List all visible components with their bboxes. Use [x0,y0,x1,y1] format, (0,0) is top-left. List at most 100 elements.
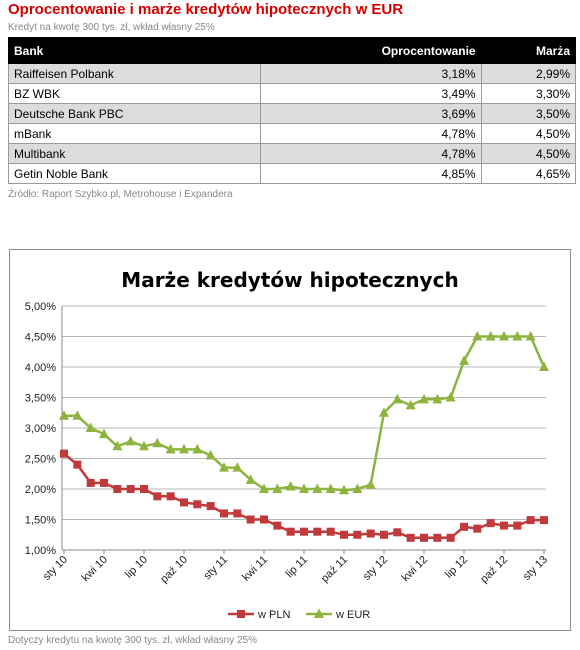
data-point-w-eur [485,331,496,341]
bank-cell: Getin Noble Bank [7,163,262,184]
data-point-w-pln [340,530,348,539]
margin-cell: 2,99% [480,63,577,84]
table-header-row: Bank Oprocentowanie Marża [7,37,577,64]
legend-marker [237,610,245,618]
interest-cell: 3,69% [260,103,482,124]
data-point-w-eur [192,443,203,454]
data-point-w-pln [86,478,95,487]
data-point-w-eur [432,393,443,404]
data-point-w-eur [125,435,136,446]
data-point-w-pln [526,516,535,525]
data-point-w-eur [405,399,416,410]
y-tick-label: 5,00% [25,301,56,313]
interest-cell: 4,85% [260,163,482,184]
data-point-w-eur [219,462,229,472]
data-point-w-eur [245,474,256,484]
data-point-w-eur [539,361,549,371]
series-line-w-pln [63,452,544,540]
data-point-w-eur [472,331,483,341]
y-tick-label: 1,50% [25,515,56,527]
data-point-w-pln [193,500,202,509]
legend-label: w EUR [335,609,370,621]
data-point-w-pln [420,533,428,542]
data-point-w-eur [352,483,363,493]
y-tick-label: 2,00% [25,484,56,496]
column-header-interest: Oprocentowanie [260,37,482,64]
data-point-w-pln [406,533,415,542]
data-point-w-eur [72,410,83,420]
y-tick-label: 3,00% [25,423,56,435]
data-point-w-pln [366,529,375,538]
x-tick-label: kwi 10 [80,554,111,585]
bank-cell: Raiffeisen Polbank [7,63,262,84]
data-point-w-eur [112,440,123,451]
data-point-w-pln [380,530,388,539]
data-point-w-pln [286,527,295,536]
data-point-w-eur [459,355,469,365]
data-point-w-eur [232,462,243,472]
margin-line-chart: Marże kredytów hipotecznych 1,00% 1,50% 2,… [25,268,550,621]
table-source-note: Źródło: Raport Szybko.pl, Metrohouse i E… [8,189,233,200]
y-tick-label: 4,00% [25,362,56,374]
y-tick-label: 2,50% [25,454,56,466]
page-subtitle: Kredyt na kwotę 300 tys. zł, wkład własn… [8,22,215,33]
bank-cell: Multibank [7,143,262,164]
data-point-w-pln [393,528,402,537]
data-point-w-pln [513,521,522,530]
data-point-w-pln [353,530,362,539]
data-point-w-eur [525,331,536,341]
bank-cell: mBank [7,123,262,144]
x-tick-label: kwi 12 [400,554,431,585]
data-point-w-pln [260,515,268,524]
margin-cell: 4,50% [480,123,577,144]
x-tick-label: paź 11 [319,554,350,585]
data-point-w-eur [499,331,509,341]
margin-cell: 4,65% [480,163,577,184]
data-point-w-eur [152,437,163,448]
margin-cell: 4,50% [480,143,577,164]
data-point-w-eur [379,407,389,417]
data-point-w-pln [540,516,548,525]
data-point-w-pln [300,527,308,536]
x-tick-label: lip 10 [123,554,150,581]
data-point-w-pln [433,533,442,542]
bank-cell: Deutsche Bank PBC [7,103,262,124]
data-point-w-eur [205,449,216,460]
table-row: Raiffeisen Polbank 3,18% 2,99% [7,63,577,84]
x-tick-label: kwi 11 [240,554,270,584]
data-point-w-eur [259,483,269,493]
x-tick-label: paź 10 [158,554,190,586]
data-point-w-eur [165,443,176,454]
data-point-w-pln [100,478,108,487]
interest-cell: 4,78% [260,143,482,164]
data-point-w-pln [113,485,122,493]
data-point-w-eur [85,422,96,432]
x-tick-label: paź 12 [478,554,510,586]
data-point-w-eur [365,479,376,489]
data-point-w-pln [126,485,135,493]
data-point-w-pln [473,524,482,533]
data-point-w-pln [313,527,322,536]
x-tick-label: sty 10 [41,554,70,583]
x-tick-label: lip 12 [443,554,470,581]
data-point-w-pln [486,519,495,528]
data-point-w-eur [99,428,109,439]
data-point-w-pln [220,509,228,518]
bank-cell: BZ WBK [7,83,262,104]
data-point-w-eur [419,393,429,404]
data-point-w-pln [233,509,242,518]
table-row: mBank 4,78% 4,50% [7,123,577,144]
data-point-w-eur [272,483,283,493]
legend-marker [314,608,324,618]
rates-table: Bank Oprocentowanie Marża Raiffeisen Pol… [7,37,577,184]
data-point-w-eur [512,331,523,341]
data-point-w-pln [500,521,508,530]
table-row: BZ WBK 3,49% 3,30% [7,83,577,104]
data-point-w-eur [285,481,296,491]
chart-title: Marże kredytów hipotecznych [121,268,458,292]
data-point-w-eur [299,483,309,493]
page-title: Oprocentowanie i marże kredytów hipotecz… [8,1,404,18]
data-point-w-eur [339,484,349,495]
data-point-w-eur [392,393,403,404]
data-point-w-pln [206,502,215,511]
